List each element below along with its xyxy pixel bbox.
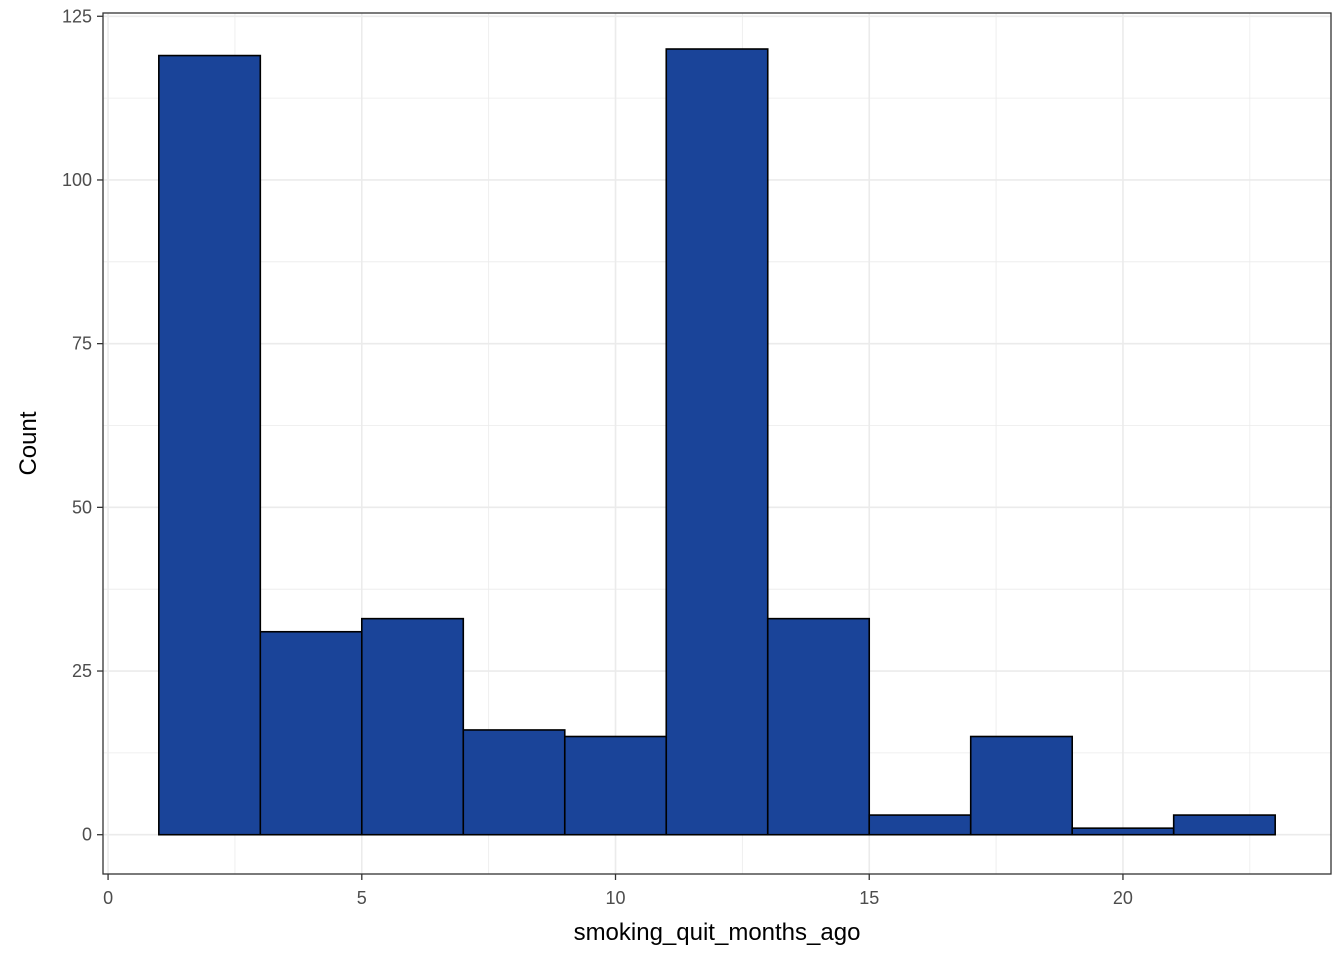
y-tick-label: 75: [72, 334, 92, 354]
panel-border: [102, 12, 1332, 875]
histogram-bar: [1172, 814, 1276, 836]
y-tick-label: 125: [62, 6, 92, 26]
y-axis-title: Count: [15, 411, 42, 475]
histogram-bar: [868, 814, 972, 836]
y-tick-label: 25: [72, 661, 92, 681]
x-tick-label: 0: [103, 888, 113, 908]
x-axis-title: smoking_quit_months_ago: [574, 919, 861, 946]
histogram-bars: [158, 48, 1276, 836]
x-tick-label: 10: [605, 888, 625, 908]
axes: 0 5 10 15 20 0 25 50 75 100 125: [62, 6, 1133, 908]
x-tick-label: 5: [357, 888, 367, 908]
x-tick-label: 20: [1113, 888, 1133, 908]
histogram-bar: [1071, 827, 1175, 836]
histogram-bar: [158, 54, 262, 836]
histogram-bar: [462, 729, 566, 836]
y-tick-label: 100: [62, 170, 92, 190]
histogram-bar: [259, 630, 363, 836]
y-tick-label: 50: [72, 497, 92, 517]
histogram-bar: [563, 735, 668, 836]
histogram-bar: [360, 617, 465, 836]
histogram-bar: [665, 48, 769, 836]
x-tick-label: 15: [859, 888, 879, 908]
y-tick-label: 0: [82, 825, 92, 845]
histogram-bar: [766, 617, 871, 836]
histogram-bar: [969, 735, 1074, 836]
